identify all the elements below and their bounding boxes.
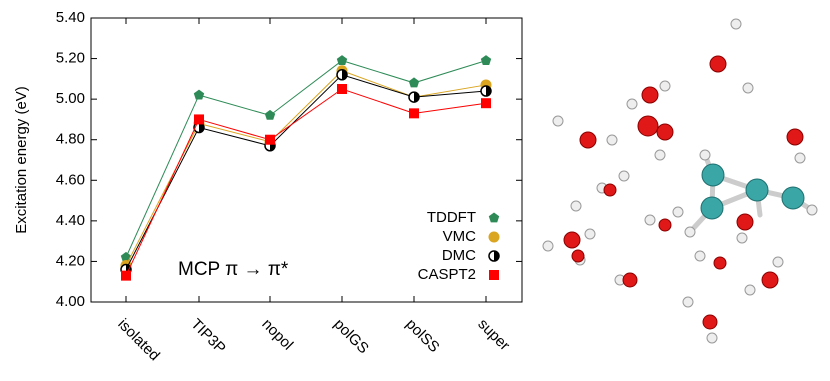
marker (408, 91, 420, 103)
y-tick-label: 5.20 (56, 50, 85, 67)
marker (480, 55, 492, 65)
marker (120, 251, 132, 262)
marker-half (414, 92, 419, 103)
annotation: MCP π → π* (178, 259, 289, 280)
marker (193, 89, 205, 100)
series-line (125, 70, 487, 266)
marker (121, 270, 131, 281)
x-tick-label: polGS (330, 316, 372, 358)
series-line (125, 88, 487, 276)
marker-half (342, 69, 347, 80)
x-tick-label: polSS (402, 316, 442, 356)
marker (488, 212, 500, 223)
marker-half (199, 122, 205, 133)
y-tick-label: 5.40 (56, 9, 85, 26)
legend-label: CASPT2 (418, 266, 476, 283)
marker (194, 114, 204, 125)
x-tick-label: super (474, 316, 513, 355)
marker (264, 109, 276, 120)
x-tick-label: TIP3P (187, 316, 228, 357)
marker (336, 69, 348, 81)
marker-half (486, 86, 492, 97)
marker (265, 134, 275, 145)
marker (336, 55, 348, 65)
plot-frame (90, 17, 523, 303)
series-line (125, 60, 487, 258)
y-tick-label: 5.00 (56, 90, 85, 107)
marker (409, 108, 419, 119)
x-tick-label: isolated (114, 316, 163, 365)
molecule-image (542, 18, 818, 344)
marker (489, 270, 499, 280)
y-tick-label: 4.80 (56, 131, 85, 148)
legend-label: TDDFT (427, 209, 476, 226)
x-tick-label: nopol (258, 316, 296, 354)
marker (480, 85, 492, 97)
marker (337, 84, 347, 94)
marker (408, 77, 420, 88)
marker (488, 231, 500, 243)
y-tick-label: 4.00 (56, 293, 85, 310)
y-tick-label: 4.20 (56, 252, 85, 269)
series-line (125, 74, 487, 270)
legend-label: DMC (442, 247, 476, 264)
y-axis-label: Excitation energy (eV) (13, 86, 30, 234)
marker (481, 98, 491, 109)
legend-label: VMC (443, 228, 477, 245)
y-tick-label: 4.40 (56, 212, 85, 229)
marker-half (494, 251, 499, 261)
y-tick-label: 4.60 (56, 171, 85, 188)
marker (488, 250, 500, 262)
